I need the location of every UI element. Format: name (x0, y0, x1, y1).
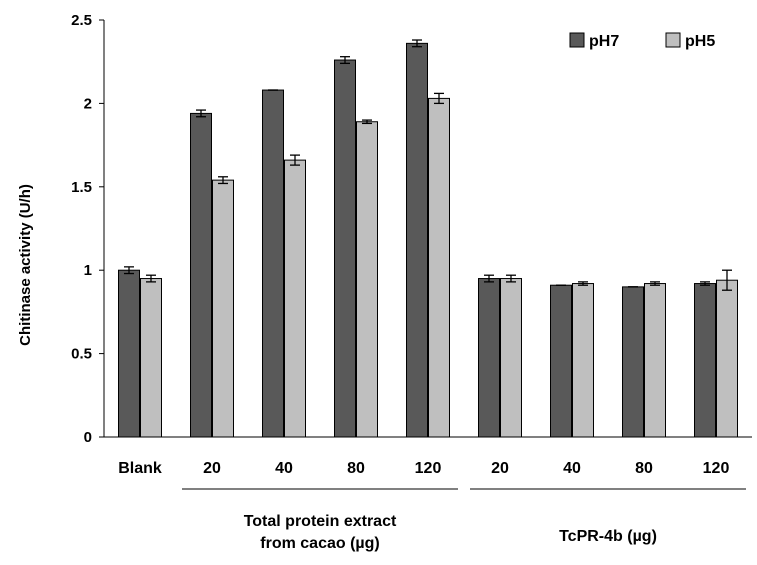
bar-ph5-7 (644, 283, 666, 438)
bar-ph5-4 (428, 97, 450, 438)
x-tick-label: 20 (203, 460, 221, 477)
y-tick-label: 2.5 (71, 12, 92, 29)
bar-ph7-6 (550, 284, 572, 438)
bar-ph7-7 (622, 286, 644, 438)
x-tick-label: 40 (563, 460, 581, 477)
legend-swatch (665, 32, 681, 48)
bar-ph7-2 (262, 89, 284, 438)
y-tick-label: 0.5 (71, 346, 92, 363)
x-tick-label: 120 (703, 460, 730, 477)
y-tick-label: 1 (84, 262, 92, 279)
group-label: from cacao (µg) (260, 535, 379, 552)
bar-ph7-3 (334, 59, 356, 438)
bar-ph5-8 (716, 279, 738, 438)
plot-area: 0 0.5 1 1.5 2 2.5 Blank 20 40 80 120 20 40 80 120 Total… (71, 12, 752, 552)
bar-ph5-5 (500, 278, 522, 438)
y-tick-label: 0 (84, 429, 92, 446)
bar-ph5-3 (356, 121, 378, 438)
x-tick-label: 120 (415, 460, 442, 477)
x-tick-label: 40 (275, 460, 293, 477)
group-label: TcPR-4b (µg) (559, 528, 657, 545)
x-tick-label: Blank (118, 460, 162, 477)
x-tick-label: 80 (635, 460, 653, 477)
x-tick-label: 20 (491, 460, 509, 477)
bar-ph5-0 (140, 278, 162, 438)
legend-swatch (569, 32, 585, 48)
bar-ph5-1 (212, 179, 234, 438)
y-tick-label: 2 (84, 95, 92, 112)
legend-label: pH7 (589, 33, 619, 50)
bar-ph5-2 (284, 159, 306, 438)
legend-label: pH5 (685, 33, 715, 50)
y-tick-label: 1.5 (71, 179, 92, 196)
x-tick-label: 80 (347, 460, 365, 477)
bar-ph7-8 (694, 283, 716, 438)
bar-ph7-0 (118, 269, 140, 438)
bar-ph7-1 (190, 112, 212, 438)
bar-ph7-5 (478, 278, 500, 438)
group-label: Total protein extract (244, 513, 397, 530)
y-axis-label: Chitinase activity (U/h) (17, 184, 34, 346)
bar-ph5-6 (572, 283, 594, 438)
bar-ph7-4 (406, 42, 428, 438)
